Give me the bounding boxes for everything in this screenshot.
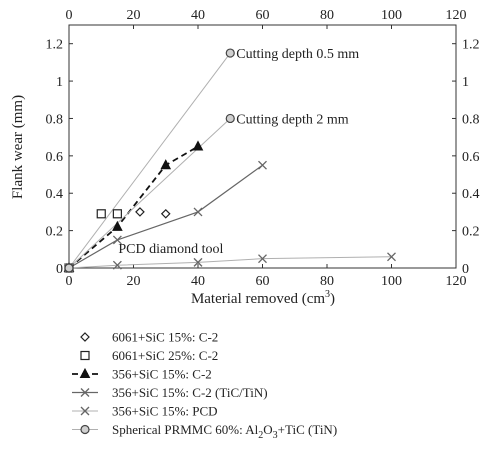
x-marker-stroke — [80, 388, 90, 397]
annotation-label: PCD diamond tool — [118, 242, 223, 257]
y-tick-label-right: 1 — [462, 75, 469, 90]
legend-label-part: 3 — [273, 430, 278, 441]
x-marker-stroke — [258, 160, 267, 170]
series-3-point — [112, 220, 123, 231]
legend-label-part: 356+SiC 15%: PCD — [112, 404, 218, 419]
series-5-point — [387, 252, 396, 262]
legend-label: 356+SiC 15%: PCD — [112, 404, 218, 419]
x-tick-label-top: 20 — [127, 8, 141, 23]
x-tick-label-top: 60 — [256, 8, 270, 23]
series-lines-layer — [68, 52, 392, 269]
x-tick-label-bottom: 20 — [127, 274, 141, 289]
x-marker-stroke — [193, 257, 203, 267]
x-tick-label-top: 40 — [191, 8, 205, 23]
series-1-point — [135, 207, 145, 217]
x-axis-title-superscript: 3 — [325, 289, 330, 300]
legend-label-part: O — [263, 422, 272, 437]
x-tick-label-top: 80 — [320, 8, 334, 23]
series-markers-layer — [63, 48, 396, 273]
series-5-line — [68, 256, 392, 269]
x-marker-stroke — [80, 406, 90, 416]
x-tick-label-bottom: 80 — [320, 274, 334, 289]
y-tick-label-left: 0.2 — [46, 225, 64, 240]
x-axis-title-main: Material removed (cm — [191, 291, 325, 307]
legend-label: 356+SiC 15%: C-2 — [112, 367, 212, 382]
legend-label: 356+SiC 15%: C-2 (TiC/TiN) — [112, 385, 268, 400]
legend-marker — [80, 332, 90, 342]
series-6-point — [64, 263, 74, 273]
legend-label-part: 356+SiC 15%: C-2 — [112, 367, 212, 382]
y-tick-label-right: 0.6 — [462, 150, 480, 165]
series-6-line — [68, 118, 231, 269]
series-3-line — [68, 145, 199, 269]
legend-label-part: 2 — [258, 430, 263, 441]
x-tick-label-bottom: 0 — [66, 274, 73, 289]
x-tick-label-bottom: 40 — [191, 274, 205, 289]
legend-label: Spherical PRMMC 60%: Al2O3+TiC (TiN) — [112, 422, 337, 441]
series-6-point — [225, 113, 235, 124]
x-tick-label-bottom: 100 — [381, 274, 402, 289]
series-4-point — [193, 207, 203, 217]
series-4-point — [112, 235, 122, 245]
y-tick-label-left: 0 — [56, 262, 63, 277]
x-tick-label-top: 0 — [66, 8, 73, 23]
legend-label: 6061+SiC 15%: C-2 — [112, 330, 218, 345]
legend-label-part: 6061+SiC 25%: C-2 — [112, 348, 218, 363]
y-tick-label-left: 0.4 — [46, 187, 64, 202]
y-tick-label-left: 1.2 — [46, 38, 64, 53]
y-tick-label-right: 1.2 — [462, 38, 480, 53]
legend-label-part: +TiC (TiN) — [278, 422, 338, 437]
annotations-layer: Cutting depth 0.5 mm Cutting depth 2 mm PC… — [118, 47, 359, 257]
series-4-point — [258, 160, 267, 170]
legend-marker — [80, 424, 90, 435]
x-tick-label-bottom: 60 — [256, 274, 270, 289]
x-marker-stroke — [258, 254, 267, 264]
x-marker-stroke — [387, 252, 396, 262]
x-marker-stroke — [112, 260, 122, 270]
x-axis-title-tail: ) — [330, 291, 335, 307]
series-2-point — [96, 209, 106, 219]
series-5-point — [112, 260, 122, 270]
annotation-label: Cutting depth 0.5 mm — [236, 47, 359, 62]
legend-marker — [79, 367, 91, 378]
x-tick-label-top: 100 — [381, 8, 402, 23]
y-tick-label-left: 1 — [56, 75, 63, 90]
legend: 6061+SiC 15%: C-2 6061+SiC 25%: C-2 356+Si… — [72, 330, 337, 441]
y-tick-label-right: 0 — [462, 262, 469, 277]
legend-marker — [80, 406, 90, 416]
legend-label-part: Spherical PRMMC 60%: Al — [112, 422, 259, 437]
x-tick-label-top: 120 — [446, 8, 467, 23]
y-axis-title: Flank wear (mm) — [10, 95, 26, 199]
series-4-line — [68, 164, 263, 269]
series-5-point — [193, 257, 203, 267]
series-6-line — [68, 52, 231, 269]
y-tick-label-left: 0.6 — [46, 150, 64, 165]
series-2-point — [112, 209, 122, 219]
y-tick-label-right: 0.4 — [462, 187, 480, 202]
x-tick-label-bottom: 120 — [446, 274, 467, 289]
x-axis-title: Material removed (cm3) — [191, 289, 335, 307]
legend-label-part: 356+SiC 15%: C-2 (TiC/TiN) — [112, 385, 268, 400]
series-6-point — [225, 48, 235, 58]
y-tick-label-left: 0.8 — [46, 112, 64, 127]
series-3-point — [192, 140, 204, 151]
series-5-point — [258, 254, 267, 264]
series-3-point — [160, 159, 172, 170]
legend-marker — [80, 350, 90, 361]
annotation-label: Cutting depth 2 mm — [236, 112, 349, 127]
legend-marker — [80, 388, 90, 397]
y-tick-label-right: 0.2 — [462, 225, 480, 240]
series-1-point — [160, 208, 171, 219]
x-marker-stroke — [112, 235, 122, 245]
y-tick-label-right: 0.8 — [462, 112, 480, 127]
x-marker-stroke — [193, 207, 203, 217]
legend-label-part: 6061+SiC 15%: C-2 — [112, 330, 218, 345]
legend-label: 6061+SiC 25%: C-2 — [112, 348, 218, 363]
